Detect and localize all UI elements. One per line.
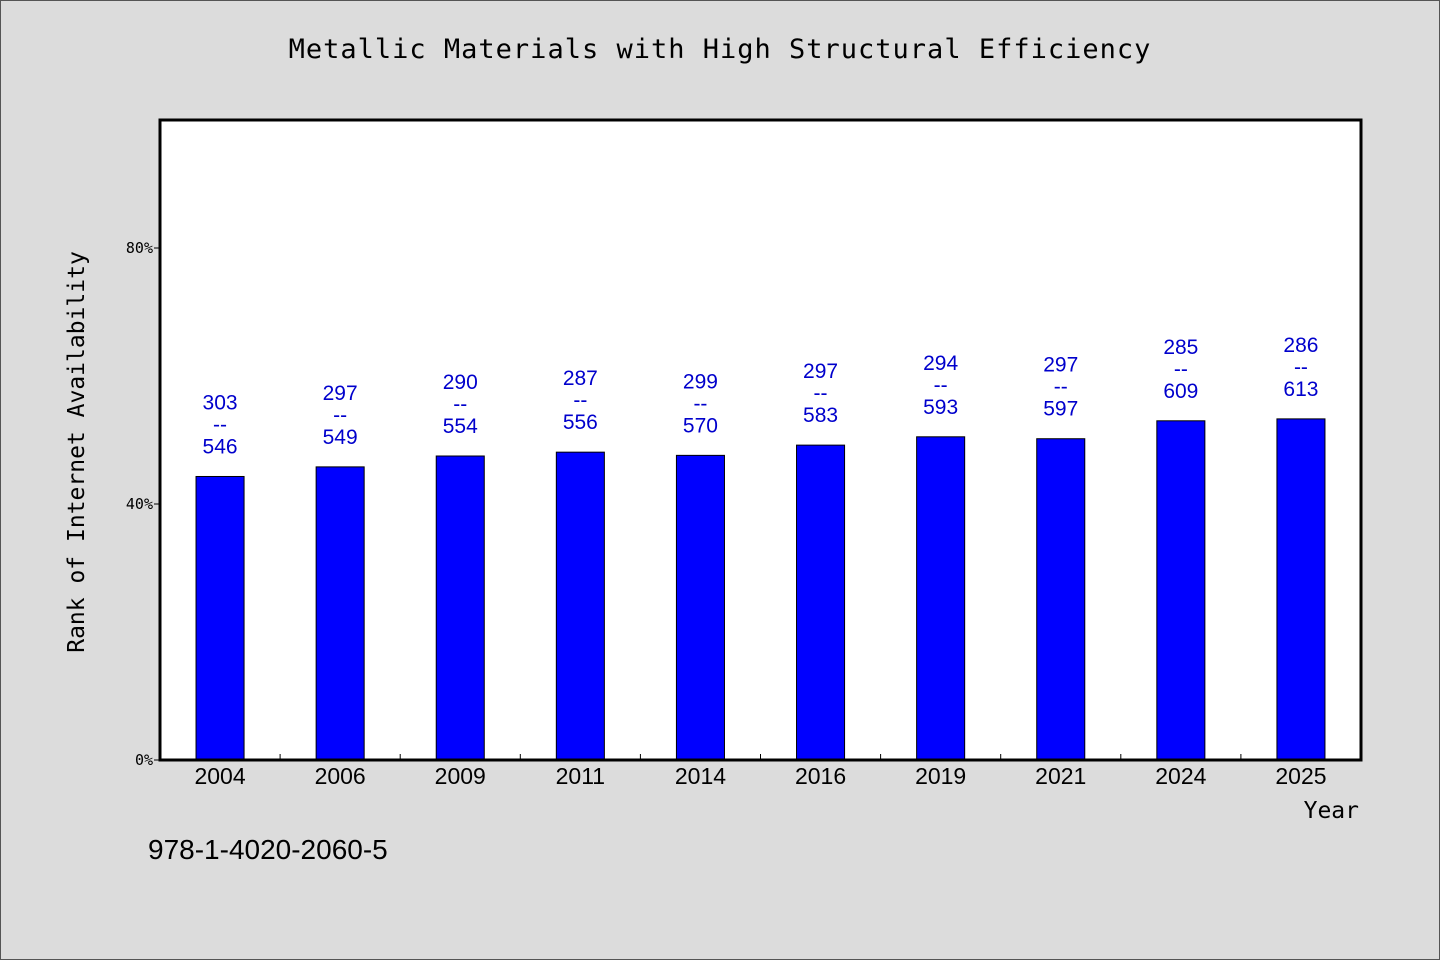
y-tick-label: 0% [135, 751, 153, 769]
x-tick-label: 2024 [1155, 763, 1206, 789]
x-tick-label: 2021 [1035, 763, 1086, 789]
x-tick-label: 2011 [556, 763, 605, 789]
data-label-2019: 294 --593 [923, 352, 958, 419]
x-tick-label: 2006 [315, 763, 366, 789]
data-label-2016: 297 --583 [803, 360, 838, 427]
data-label-2014: 299 --570 [683, 370, 718, 437]
bar-2006 [315, 466, 365, 761]
bar-2014 [675, 454, 725, 761]
x-tick-label: 2016 [795, 763, 846, 789]
x-tick-label: 2004 [194, 763, 245, 789]
bar-2025 [1276, 418, 1326, 761]
data-label-2011: 287 --556 [563, 367, 598, 434]
bar-2016 [796, 444, 846, 761]
data-label-2006: 297 --549 [323, 382, 358, 449]
x-tick-label: 2019 [915, 763, 966, 789]
x-tick-label: 2014 [675, 763, 726, 789]
data-label-2021: 297 --597 [1043, 354, 1078, 421]
data-label-2009: 290 --554 [443, 371, 478, 438]
bar-2024 [1156, 420, 1206, 761]
y-tick-label: 40% [126, 495, 153, 513]
data-label-2004: 303 --546 [203, 391, 238, 458]
bar-2021 [1036, 438, 1086, 761]
bar-2009 [435, 455, 485, 761]
chart-title: Metallic Materials with High Structural … [288, 34, 1152, 65]
bar-2004 [195, 475, 245, 761]
x-tick-label: 2025 [1275, 763, 1326, 789]
y-axis-label: Rank of Internet Availability [64, 251, 90, 653]
data-label-2024: 285 --609 [1163, 336, 1198, 403]
bar-2019 [916, 436, 966, 761]
bar-2011 [555, 451, 605, 761]
x-axis-label: Year [1304, 798, 1359, 824]
x-tick-label: 2009 [435, 763, 486, 789]
footer-identifier: 978-1-4020-2060-5 [148, 834, 388, 865]
data-label-2025: 286 --613 [1283, 334, 1318, 401]
y-tick-label: 80% [126, 239, 153, 257]
